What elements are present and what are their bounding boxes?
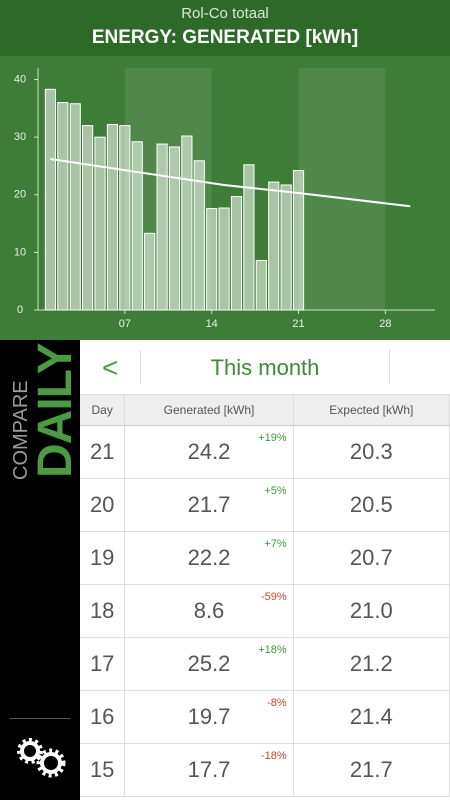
expected-line	[50, 158, 411, 208]
day-cell: 18	[80, 584, 126, 638]
change-badge: -59%	[260, 591, 287, 603]
divider	[389, 350, 390, 384]
y-tick-label: 30	[14, 131, 26, 143]
bar	[181, 135, 193, 311]
expected-cell: 21.7	[293, 743, 450, 797]
day-cell: 17	[80, 637, 126, 691]
bar	[57, 102, 69, 311]
day-cell: 15	[80, 743, 126, 797]
expected-cell: 20.5	[293, 478, 450, 532]
row[interactable]: 16 19.7 -8% 21.4	[80, 690, 450, 744]
header: Rol-Co totaal ENERGY: GENERATED [kWh]	[0, 0, 450, 56]
row[interactable]: 21 24.2 +19% 20.3	[80, 425, 450, 479]
expected-cell: 21.4	[293, 690, 450, 744]
mode-label[interactable]: DAILY	[29, 343, 82, 478]
row[interactable]: 20 21.7 +5% 20.5	[80, 478, 450, 532]
bar	[131, 141, 143, 311]
change-badge: +5%	[264, 485, 287, 497]
nav-bar: < This month	[80, 340, 450, 395]
bar	[69, 103, 81, 311]
bar	[144, 232, 156, 311]
bar	[292, 170, 305, 311]
y-tick-label: 10	[14, 246, 26, 258]
day-cell: 20	[80, 478, 126, 532]
generated-cell: 21.7 +5%	[124, 478, 294, 532]
generated-cell: 17.7 -18%	[124, 743, 294, 797]
bar	[156, 143, 168, 311]
x-tick-label: 07	[119, 318, 131, 330]
expected-cell: 21.0	[293, 584, 450, 638]
y-tick-label: 40	[14, 73, 26, 85]
x-tick-label: 21	[292, 318, 304, 330]
column-header: Day	[80, 395, 126, 426]
bar	[119, 125, 131, 311]
day-cell: 16	[80, 690, 126, 744]
generated-cell: 19.7 -8%	[124, 690, 294, 744]
divider	[140, 350, 141, 384]
column-header: Expected [kWh]	[293, 395, 450, 426]
bar	[193, 160, 205, 311]
chart: 0 10 20 30 40 07 14 21 28	[0, 56, 450, 340]
week-band	[298, 68, 386, 310]
day-cell: 21	[80, 425, 126, 479]
change-badge: -8%	[267, 697, 287, 709]
bar	[206, 208, 218, 311]
generated-cell: 24.2 +19%	[124, 425, 294, 479]
bar	[94, 136, 106, 311]
x-tick-label: 14	[206, 318, 218, 330]
bar	[255, 259, 267, 311]
separator	[10, 718, 70, 719]
expected-cell: 20.7	[293, 531, 450, 585]
row[interactable]: 19 22.2 +7% 20.7	[80, 531, 450, 585]
column-header: Generated [kWh]	[124, 395, 294, 426]
settings-icon[interactable]	[15, 735, 69, 779]
subtitle: Rol-Co totaal	[181, 5, 269, 22]
generated-cell: 22.2 +7%	[124, 531, 294, 585]
back-button[interactable]: <	[102, 352, 119, 383]
sidebar: COMPARE DAILY	[0, 340, 82, 800]
period-title[interactable]: This month	[210, 355, 320, 380]
generated-cell: 25.2 +18%	[124, 637, 294, 691]
expected-cell: 21.2	[293, 637, 450, 691]
bar	[218, 207, 230, 311]
bar	[168, 146, 181, 311]
bar	[82, 125, 94, 311]
y-tick-label: 0	[17, 304, 23, 316]
bar	[268, 181, 280, 311]
bar	[230, 195, 243, 311]
bar	[106, 123, 119, 311]
bar	[243, 164, 255, 311]
y-tick-label: 20	[14, 189, 26, 201]
title: ENERGY: GENERATED [kWh]	[91, 27, 359, 48]
x-tick-label: 28	[379, 318, 391, 330]
day-cell: 19	[80, 531, 126, 585]
expected-cell: 20.3	[293, 425, 450, 479]
data-table: Day Generated [kWh] Expected [kWh] 21 24.2 +1…	[80, 395, 450, 797]
generated-cell: 8.6 -59%	[124, 584, 294, 638]
change-badge: -18%	[260, 750, 287, 762]
bar	[44, 88, 56, 311]
change-badge: +18%	[258, 644, 287, 656]
row[interactable]: 15 17.7 -18% 21.7	[80, 743, 450, 797]
change-badge: +7%	[264, 538, 287, 550]
bar	[280, 184, 292, 311]
row[interactable]: 17 25.2 +18% 21.2	[80, 637, 450, 691]
change-badge: +19%	[258, 432, 287, 444]
row[interactable]: 18 8.6 -59% 21.0	[80, 584, 450, 638]
